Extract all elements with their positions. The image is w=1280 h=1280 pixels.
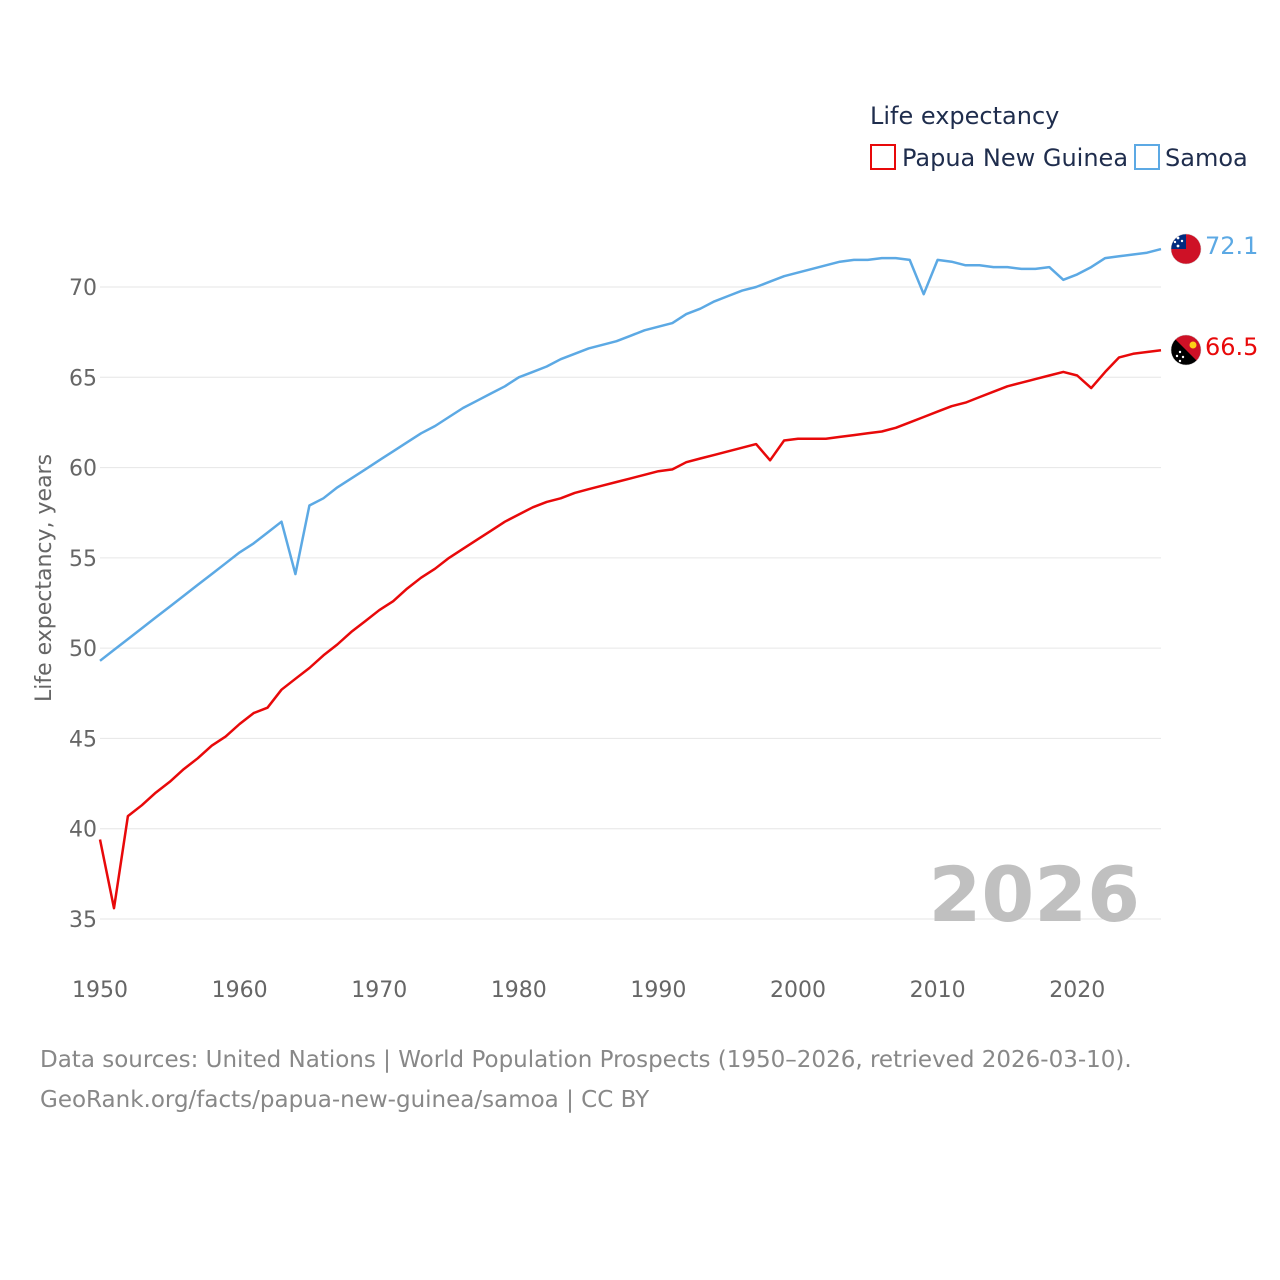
x-tick-label: 2020 [1049, 978, 1105, 1003]
x-tick-label: 2010 [910, 978, 966, 1003]
y-axis-ticks: 35 40 45 50 55 60 65 70 [69, 276, 97, 933]
gridlines [100, 286, 1161, 920]
legend-label-samoa[interactable]: Samoa [1165, 144, 1248, 172]
footer: Data sources: United Nations | World Pop… [40, 1040, 1132, 1120]
x-tick-label: 1990 [630, 978, 686, 1003]
x-tick-label: 2000 [770, 978, 826, 1003]
y-tick-label: 70 [69, 276, 97, 301]
legend-swatch-papua-new-guinea[interactable] [870, 144, 896, 170]
data-sources-note: Data sources: United Nations | World Pop… [40, 1047, 1132, 1073]
y-tick-label: 50 [69, 637, 97, 662]
y-tick-label: 65 [69, 366, 97, 391]
x-tick-label: 1950 [72, 978, 128, 1003]
source-link[interactable]: GeoRank.org/facts/papua-new-guinea/samoa… [40, 1087, 650, 1113]
series-lines [98, 247, 1162, 910]
x-tick-label: 1960 [212, 978, 268, 1003]
y-tick-label: 55 [69, 547, 97, 572]
legend: Life expectancy Papua New Guinea Samoa [870, 102, 1248, 172]
samoa-flag-icon [1170, 233, 1202, 265]
legend-label-papua-new-guinea[interactable]: Papua New Guinea [902, 144, 1128, 172]
end-label-papua-new-guinea: 66.5 [1205, 333, 1258, 361]
x-tick-label: 1980 [491, 978, 547, 1003]
legend-title: Life expectancy [870, 102, 1059, 130]
series-line-papua-new-guinea[interactable] [98, 348, 1162, 910]
y-tick-label: 60 [69, 457, 97, 482]
papua-new-guinea-flag-icon [1170, 334, 1202, 366]
year-watermark: 2026 [928, 850, 1140, 939]
y-tick-label: 45 [69, 727, 97, 752]
y-axis-label: Life expectancy, years [32, 454, 57, 702]
line-chart: 35 40 45 50 55 60 65 70 1950 1960 1970 1980 1990 200… [32, 102, 1258, 1003]
y-tick-label: 35 [69, 908, 97, 933]
legend-swatch-samoa[interactable] [1134, 144, 1160, 170]
end-label-samoa: 72.1 [1205, 232, 1258, 260]
x-axis-ticks: 1950 1960 1970 1980 1990 2000 2010 2020 [72, 978, 1105, 1003]
x-tick-label: 1970 [351, 978, 407, 1003]
series-line-samoa[interactable] [99, 247, 1162, 662]
y-tick-label: 40 [69, 818, 97, 843]
